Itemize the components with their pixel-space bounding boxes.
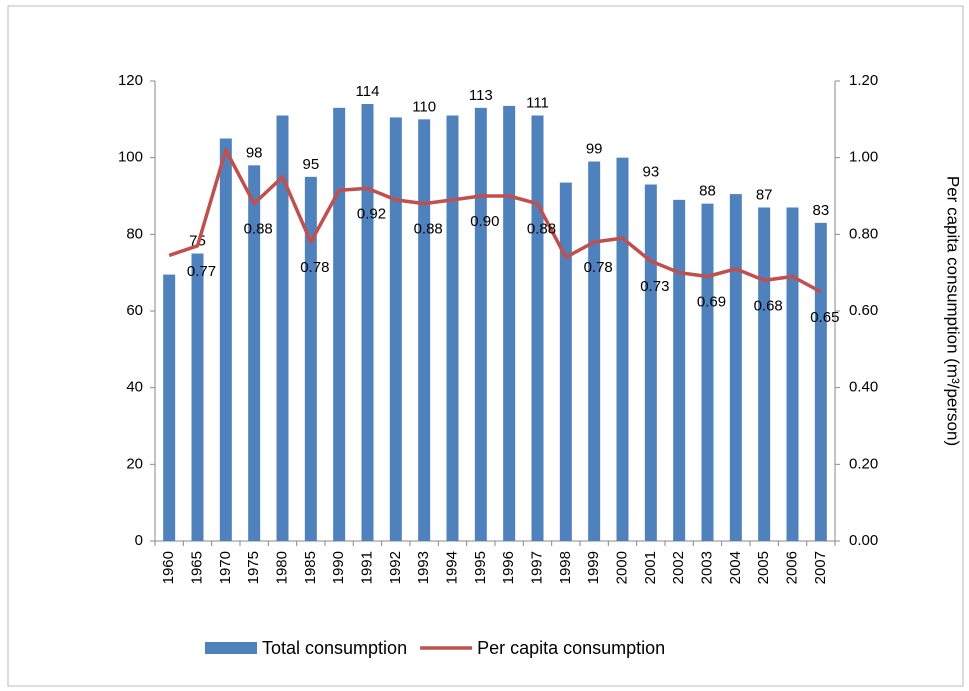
bar (531, 115, 544, 541)
bar (758, 207, 771, 541)
x-tick-label: 1995 (472, 551, 489, 584)
line-label: 0.92 (357, 205, 386, 222)
x-tick-label: 1994 (443, 551, 460, 584)
bar (644, 184, 657, 541)
bar (418, 119, 431, 541)
y-tick-label: 80 (126, 225, 143, 242)
y2-tick-label: 0.60 (849, 302, 878, 319)
bar (446, 115, 459, 541)
y-tick-label: 40 (126, 379, 143, 396)
bar (616, 157, 629, 541)
x-tick-label: 1960 (160, 551, 177, 584)
y2-tick-label: 0.00 (849, 532, 878, 549)
bar (701, 203, 714, 541)
line-label: 0.77 (187, 263, 216, 280)
bar (163, 274, 176, 541)
bar-label: 88 (699, 183, 716, 200)
x-tick-label: 1985 (302, 551, 319, 584)
bar (786, 207, 799, 541)
bar-label: 98 (246, 144, 263, 161)
x-tick-label: 2006 (783, 551, 800, 584)
bar-label: 95 (302, 156, 319, 173)
y-tick-label: 20 (126, 455, 143, 472)
y-tick-label: 60 (126, 302, 143, 319)
y2-tick-label: 0.80 (849, 225, 878, 242)
bar (361, 104, 374, 541)
bar-label: 111 (526, 94, 549, 111)
x-tick-label: 1996 (500, 551, 517, 584)
bar (503, 105, 516, 542)
bar (276, 115, 289, 541)
x-tick-label: 1992 (387, 551, 404, 584)
line-label: 0.78 (300, 259, 329, 276)
bar (333, 107, 346, 541)
x-tick-label: 2004 (727, 551, 744, 584)
x-tick-label: 1993 (415, 551, 432, 584)
bar (248, 165, 261, 542)
x-tick-label: 1991 (358, 551, 375, 584)
line-label: 0.90 (470, 213, 499, 230)
x-tick-label: 2003 (698, 551, 715, 584)
x-tick-label: 2001 (642, 551, 659, 584)
x-tick-label: 1975 (245, 551, 262, 584)
bar (814, 222, 827, 542)
x-tick-label: 1997 (528, 551, 545, 584)
line-label: 0.88 (244, 221, 273, 238)
bar-label: 113 (469, 87, 493, 104)
y2-tick-label: 0.40 (849, 379, 878, 396)
y-tick-label: 0 (135, 532, 143, 549)
line-label: 0.88 (527, 221, 556, 238)
line-label: 0.65 (810, 309, 839, 326)
line-label: 0.78 (584, 259, 613, 276)
x-tick-label: 1970 (217, 551, 234, 584)
y-tick-label: 100 (118, 149, 143, 166)
legend-swatch (205, 642, 257, 654)
line (168, 148, 822, 294)
bar (559, 182, 572, 542)
y-tick-label: 120 (118, 72, 143, 89)
bar-label: 110 (412, 98, 436, 115)
x-tick-label: 2002 (670, 551, 687, 584)
bar-label: 93 (642, 163, 659, 180)
y2-axis-label: Per capita consumption (m³/person) (944, 176, 963, 446)
x-tick-label: 2005 (755, 551, 772, 584)
y2-tick-label: 1.20 (849, 72, 878, 89)
x-tick-label: 2007 (812, 551, 829, 584)
bar-label: 99 (586, 140, 603, 157)
bar-label: 83 (812, 202, 829, 219)
x-tick-label: 1990 (330, 551, 347, 584)
bar (304, 176, 317, 542)
bar (219, 138, 232, 541)
bar (389, 117, 402, 542)
line-label: 0.68 (754, 297, 783, 314)
bar (729, 194, 742, 542)
bar (474, 107, 487, 541)
line-label: 0.88 (414, 221, 443, 238)
bar-label: 87 (756, 186, 773, 203)
x-tick-label: 1999 (585, 551, 602, 584)
x-tick-label: 2000 (613, 551, 630, 584)
y2-tick-label: 1.00 (849, 149, 878, 166)
legend-label: Per capita consumption (477, 638, 665, 658)
bar-label: 114 (356, 83, 380, 100)
x-tick-label: 1980 (273, 551, 290, 584)
line-label: 0.73 (640, 278, 669, 295)
y2-tick-label: 0.20 (849, 455, 878, 472)
x-tick-label: 1965 (188, 551, 205, 584)
x-tick-label: 1998 (557, 551, 574, 584)
legend-label: Total consumption (262, 638, 407, 658)
bar (588, 161, 601, 541)
line-label: 0.69 (697, 293, 726, 310)
bar (191, 253, 204, 541)
bar (673, 199, 686, 542)
